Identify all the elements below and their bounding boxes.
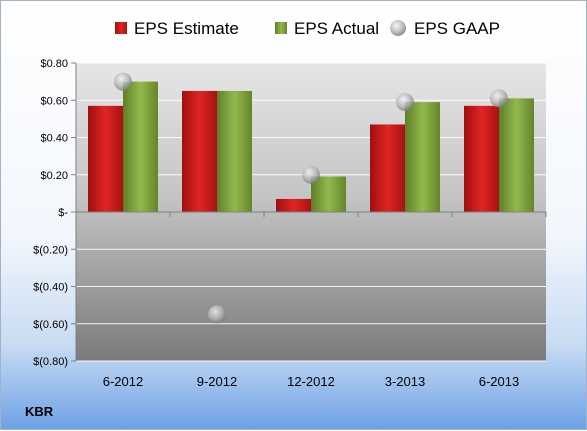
gaap-points bbox=[114, 72, 508, 324]
point-eps-gaap bbox=[396, 93, 414, 112]
bar-eps-actual bbox=[405, 102, 440, 212]
legend-label-actual: EPS Actual bbox=[294, 19, 379, 38]
y-tick-label: $0.20 bbox=[40, 170, 68, 182]
legend-swatch-gaap bbox=[390, 20, 406, 36]
y-tick-label: $0.40 bbox=[40, 133, 68, 145]
y-tick-label: $- bbox=[58, 207, 68, 219]
y-tick-label: $(0.40) bbox=[33, 282, 68, 294]
legend-swatch-actual bbox=[275, 22, 287, 34]
legend-label-estimate: EPS Estimate bbox=[134, 19, 239, 38]
point-eps-gaap bbox=[208, 305, 226, 324]
legend-label-gaap: EPS GAAP bbox=[414, 19, 500, 38]
bar-eps-actual bbox=[311, 176, 346, 212]
bar-eps-estimate bbox=[370, 124, 405, 212]
point-eps-gaap bbox=[114, 72, 132, 91]
bars bbox=[88, 81, 534, 212]
bar-eps-actual bbox=[499, 98, 534, 212]
y-tick-label: $0.60 bbox=[40, 95, 68, 107]
x-tick-label: 9-2012 bbox=[197, 374, 237, 389]
x-tick-label: 12-2012 bbox=[287, 374, 335, 389]
y-tick-label: $(0.80) bbox=[33, 356, 68, 368]
point-eps-gaap bbox=[490, 89, 508, 108]
ticker-label: KBR bbox=[25, 404, 54, 419]
y-tick-label: $(0.20) bbox=[33, 244, 68, 256]
bar-eps-actual bbox=[217, 90, 252, 212]
bar-eps-estimate bbox=[182, 90, 217, 212]
point-eps-gaap bbox=[302, 165, 320, 184]
bar-eps-estimate bbox=[276, 198, 311, 212]
bar-eps-actual bbox=[123, 81, 158, 212]
x-tick-label: 3-2013 bbox=[385, 374, 425, 389]
y-tick-label: $0.80 bbox=[40, 58, 68, 70]
x-tick-label: 6-2012 bbox=[103, 374, 143, 389]
axes: $0.80 $0.60 $0.40 $0.20 $- $(0.20) $(0.40) $(0.… bbox=[33, 58, 547, 389]
y-tick-label: $(0.60) bbox=[33, 319, 68, 331]
bar-eps-estimate bbox=[88, 105, 123, 212]
legend: EPS Estimate EPS Actual EPS GAAP bbox=[115, 19, 500, 38]
x-tick-label: 6-2013 bbox=[479, 374, 519, 389]
bar-eps-estimate bbox=[464, 105, 499, 212]
legend-swatch-estimate bbox=[115, 22, 127, 34]
